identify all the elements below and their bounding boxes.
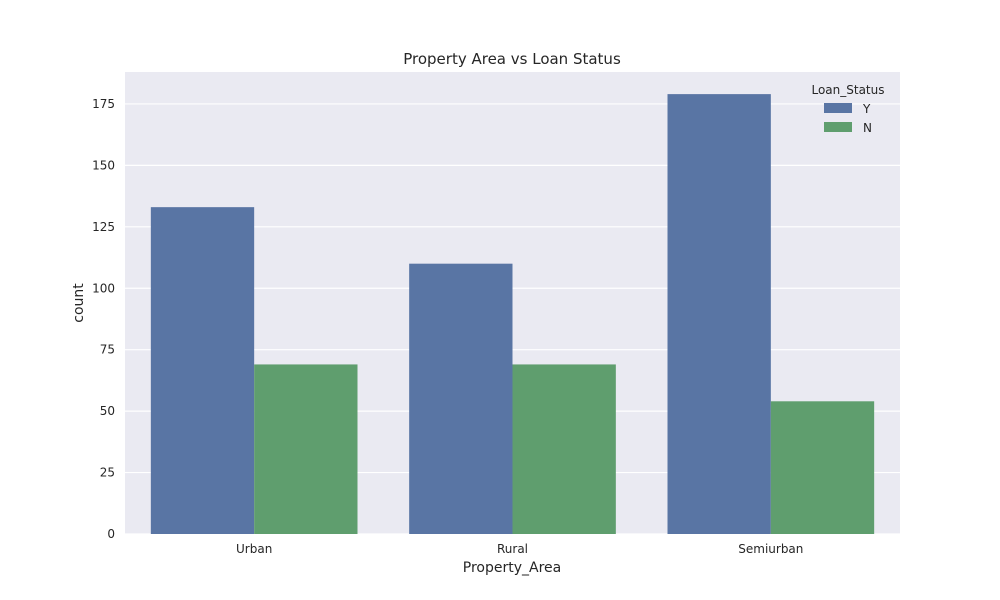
y-axis-label: count [71, 283, 87, 323]
bar-semiurban-n [770, 401, 875, 534]
y-tick-label: 0 [107, 527, 115, 541]
chart-title: Property Area vs Loan Status [403, 50, 621, 68]
bars [150, 94, 875, 535]
x-ticks: Urban Rural Semiurban [236, 542, 803, 556]
legend-title: Loan_Status [811, 83, 884, 97]
legend-swatch-y [824, 103, 852, 113]
legend: Loan_Status YN [811, 83, 884, 135]
x-tick-label: Semiurban [738, 542, 803, 556]
x-tick-label: Rural [497, 542, 528, 556]
y-tick-label: 75 [100, 343, 115, 357]
bar-rural-n [512, 364, 616, 534]
y-tick-label: 150 [92, 158, 115, 172]
bar-semiurban-y [667, 94, 771, 535]
bar-rural-y [409, 263, 513, 534]
y-tick-label: 25 [100, 466, 115, 480]
y-tick-label: 100 [92, 281, 115, 295]
y-ticks: 0 25 50 75 100 125 150 175 [92, 97, 115, 541]
legend-swatch-n [824, 122, 852, 132]
y-tick-label: 50 [100, 404, 115, 418]
legend-label-n: N [863, 121, 872, 135]
legend-label-y: Y [862, 102, 871, 116]
bar-urban-n [254, 364, 358, 534]
y-tick-label: 175 [92, 97, 115, 111]
x-tick-label: Urban [236, 542, 272, 556]
y-tick-label: 125 [92, 220, 115, 234]
bar-urban-y [150, 207, 255, 534]
x-axis-label: Property_Area [463, 560, 561, 576]
